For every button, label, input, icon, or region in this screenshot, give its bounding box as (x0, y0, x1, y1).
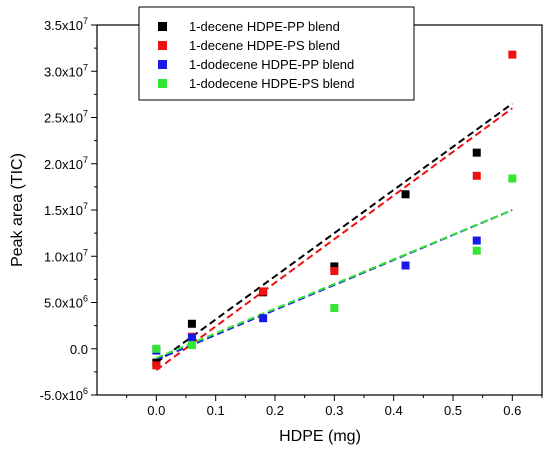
data-point (187, 319, 196, 328)
fit-line (155, 107, 513, 371)
y-tick-mantissa: 0.0 (70, 342, 88, 357)
y-tick-exponent: 7 (83, 155, 88, 165)
data-point (508, 50, 517, 59)
y-axis-title: Peak area (TIC) (9, 153, 26, 267)
y-tick-label: 1.5x107 (44, 201, 88, 218)
y-tick-mantissa: 5.0x10 (44, 296, 83, 311)
legend-label: 1-dodecene HDPE-PP blend (189, 57, 354, 72)
y-tick-label: -5.0x106 (40, 386, 88, 403)
data-point (472, 236, 481, 245)
data-point (330, 304, 339, 313)
y-tick-label: 5.0x106 (44, 294, 88, 311)
legend-marker (158, 22, 167, 31)
y-tick-exponent: 6 (83, 386, 88, 396)
data-point (259, 287, 268, 296)
x-tick-label: 0.0 (147, 403, 165, 418)
y-tick-label: 3.5x107 (44, 16, 88, 33)
data-point (401, 261, 410, 270)
legend-label: 1-dodecene HDPE-PS blend (189, 76, 355, 91)
legend-box (138, 6, 415, 101)
x-tick-label: 0.5 (444, 403, 462, 418)
fit-line (155, 209, 513, 359)
data-point (472, 171, 481, 180)
x-axis-ticks: 0.0 0.1 0.2 0.3 0.4 0.5 0.6 (126, 395, 543, 418)
y-tick-exponent: 7 (83, 62, 88, 72)
x-tick-label: 0.3 (325, 403, 343, 418)
data-point (472, 246, 481, 255)
legend-marker (158, 41, 167, 50)
data-point (187, 333, 196, 342)
data-point (508, 174, 517, 183)
data-points (152, 50, 517, 370)
y-tick-exponent: 6 (83, 294, 88, 304)
y-tick-mantissa: 1.0x10 (44, 249, 83, 264)
y-tick-label: 2.0x107 (44, 155, 88, 172)
legend-marker (158, 60, 167, 69)
y-tick-exponent: 7 (83, 109, 88, 119)
data-point (152, 361, 161, 370)
legend-marker (158, 79, 167, 88)
y-tick-exponent: 7 (83, 201, 88, 211)
y-tick-mantissa: 3.5x10 (44, 18, 83, 33)
y-tick-exponent: 7 (83, 247, 88, 257)
legend: 1-decene HDPE-PP blend 1-decene HDPE-PS b… (138, 6, 415, 101)
y-tick-mantissa: 2.5x10 (44, 111, 83, 126)
fit-lines (155, 102, 513, 371)
y-tick-mantissa: 2.0x10 (44, 157, 83, 172)
data-point (401, 190, 410, 199)
legend-label: 1-decene HDPE-PP blend (189, 19, 340, 34)
y-tick-label: 1.0x107 (44, 247, 88, 264)
y-tick-label: 2.5x107 (44, 109, 88, 126)
y-tick-label: 3.0x107 (44, 62, 88, 79)
data-point (152, 344, 161, 353)
data-point (259, 314, 268, 323)
data-point (187, 341, 196, 350)
data-point (330, 267, 339, 276)
x-tick-label: 0.4 (385, 403, 403, 418)
x-tick-label: 0.6 (503, 403, 521, 418)
legend-label: 1-decene HDPE-PS blend (189, 38, 340, 53)
y-tick-mantissa: 3.0x10 (44, 64, 83, 79)
data-point (330, 262, 339, 271)
x-tick-label: 0.1 (207, 403, 225, 418)
x-tick-label: 0.2 (266, 403, 284, 418)
y-tick-label: 0.0 (70, 342, 88, 357)
y-tick-exponent: 7 (83, 16, 88, 26)
y-tick-mantissa: 1.5x10 (44, 203, 83, 218)
y-tick-mantissa: -5.0x10 (40, 388, 83, 403)
x-axis-title: HDPE (mg) (279, 428, 361, 445)
data-point (472, 148, 481, 157)
fit-line (155, 102, 513, 364)
y-axis-ticks: -5.0x1060.05.0x1061.0x1071.5x1072.0x1072… (40, 16, 97, 403)
